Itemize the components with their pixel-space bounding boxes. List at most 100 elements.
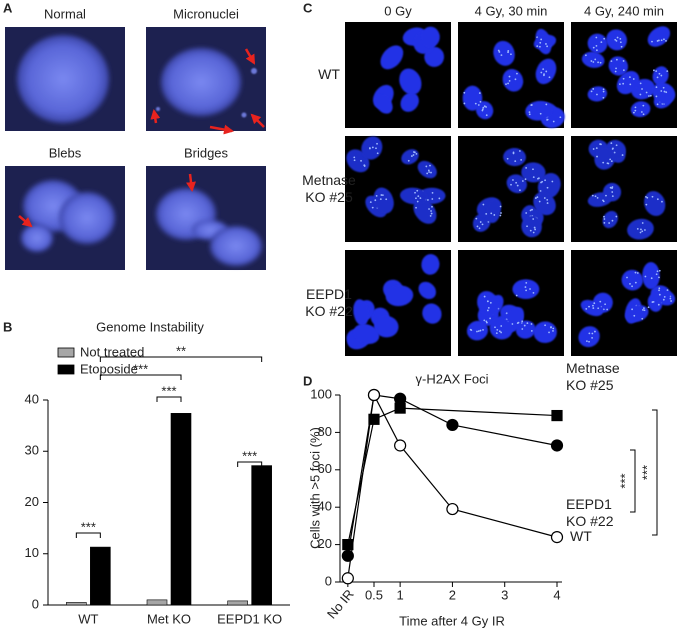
focus: [586, 340, 588, 343]
nucleus: [515, 320, 536, 339]
focus: [543, 197, 546, 199]
nucleus: [644, 191, 666, 216]
focus: [592, 61, 595, 63]
focus: [600, 41, 603, 43]
nucleus: [17, 35, 109, 123]
nucleus: [400, 92, 419, 112]
focus: [660, 39, 663, 42]
focus: [516, 322, 519, 325]
focus: [510, 183, 512, 186]
focus: [651, 40, 653, 43]
focus: [633, 314, 636, 317]
focus: [546, 202, 549, 204]
micrograph: [458, 136, 564, 242]
focus: [545, 43, 547, 45]
y-tick-label: 10: [25, 545, 39, 560]
focus: [540, 38, 543, 41]
focus: [629, 83, 632, 86]
panel-label: D: [303, 373, 312, 388]
focus: [660, 90, 663, 92]
focus: [493, 214, 496, 216]
micrograph: [5, 27, 125, 131]
focus: [669, 297, 672, 300]
marker: [368, 413, 380, 425]
focus: [483, 295, 486, 298]
focus: [412, 154, 415, 156]
focus: [532, 231, 535, 234]
x-tick-label: 3: [501, 587, 508, 602]
marker: [550, 531, 564, 544]
focus: [639, 231, 642, 234]
focus: [539, 112, 542, 115]
focus: [665, 39, 667, 42]
marker: [446, 502, 459, 516]
legend-label: Etoposide: [80, 361, 138, 376]
focus: [529, 209, 532, 212]
nucleus: [512, 279, 540, 300]
significance-label: ***: [617, 473, 632, 488]
focus: [651, 195, 654, 198]
focus: [552, 327, 555, 330]
nucleus: [606, 29, 627, 51]
micronucleus: [156, 107, 160, 111]
focus: [537, 177, 539, 180]
focus: [629, 282, 631, 285]
nucleus: [642, 262, 660, 290]
focus: [631, 285, 633, 288]
focus: [615, 215, 618, 218]
micrograph: [345, 250, 451, 356]
focus: [430, 212, 433, 215]
marker: [551, 409, 563, 422]
nucleus: [417, 160, 437, 179]
focus: [593, 302, 596, 305]
focus: [588, 332, 591, 335]
focus: [612, 147, 614, 150]
focus: [510, 53, 512, 56]
focus: [518, 150, 521, 152]
focus: [380, 194, 383, 196]
series-label: WT: [570, 528, 592, 544]
focus: [500, 54, 503, 57]
focus: [431, 198, 434, 200]
focus: [610, 160, 613, 163]
nucleus: [375, 94, 393, 114]
focus: [463, 102, 466, 105]
focus: [592, 46, 595, 49]
focus: [634, 271, 637, 274]
focus: [595, 44, 598, 47]
focus: [585, 308, 588, 310]
y-tick-label: 80: [318, 424, 332, 439]
focus: [430, 210, 432, 212]
nucleus: [353, 323, 380, 344]
row-label: EEPD1 KO #22: [305, 286, 353, 319]
focus: [609, 186, 612, 189]
micrograph: [345, 136, 451, 242]
focus: [597, 61, 599, 64]
focus: [360, 159, 362, 162]
micrograph: [5, 166, 125, 270]
focus: [476, 225, 479, 228]
focus: [602, 88, 605, 91]
focus: [610, 60, 613, 63]
focus: [658, 276, 660, 279]
focus: [590, 90, 593, 93]
nucleus: [652, 82, 676, 104]
focus: [620, 45, 623, 48]
focus: [478, 92, 481, 94]
series-label: EEPD1 KO #22: [566, 496, 614, 529]
column-header: 0 Gy: [384, 3, 412, 18]
focus: [463, 91, 466, 94]
focus: [525, 289, 528, 292]
focus: [536, 196, 539, 199]
focus: [643, 309, 646, 312]
focus: [429, 164, 431, 167]
micrograph: [345, 22, 451, 128]
focus: [532, 292, 535, 294]
focus: [639, 93, 642, 96]
focus: [532, 218, 535, 220]
focus: [596, 49, 598, 52]
focus: [596, 196, 599, 199]
image-title: Bridges: [184, 145, 229, 160]
focus: [645, 91, 648, 94]
